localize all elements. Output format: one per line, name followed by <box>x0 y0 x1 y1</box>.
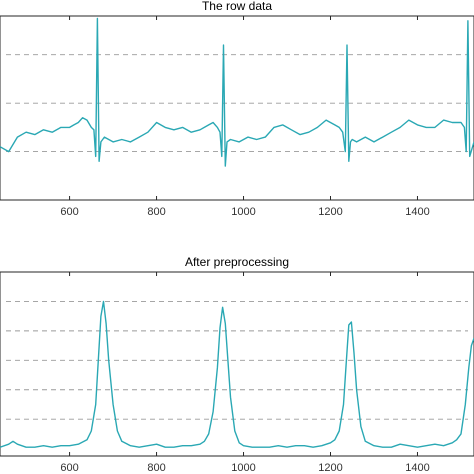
x-tick-label: 1000 <box>231 206 255 218</box>
series-layer <box>0 300 474 448</box>
grid-lines <box>6 54 468 153</box>
x-tick-label: 600 <box>60 462 78 474</box>
chart-title: The row data <box>202 0 272 13</box>
raw-data-panel: The row data 600 800 1000 1200 1400 <box>0 0 474 218</box>
series-layer <box>0 17 474 167</box>
grid-lines <box>6 300 468 420</box>
plot-area <box>0 271 474 457</box>
chart-title: After preprocessing <box>185 255 289 269</box>
x-tick-label: 1400 <box>405 462 429 474</box>
series-line <box>0 17 474 167</box>
x-tick-label: 600 <box>60 206 78 218</box>
x-tick-label: 800 <box>147 206 165 218</box>
x-tick-label: 1200 <box>318 462 342 474</box>
preprocessed-panel: After preprocessing 600 800 1000 1200 1400 <box>0 255 474 474</box>
series-line <box>0 300 474 448</box>
x-ticks: 600 800 1000 1200 1400 <box>60 16 430 218</box>
x-tick-label: 1200 <box>318 206 342 218</box>
x-tick-label: 800 <box>147 462 165 474</box>
plot-area <box>0 15 474 201</box>
x-tick-label: 1400 <box>405 206 429 218</box>
x-ticks: 600 800 1000 1200 1400 <box>60 272 430 474</box>
x-tick-label: 1000 <box>231 462 255 474</box>
